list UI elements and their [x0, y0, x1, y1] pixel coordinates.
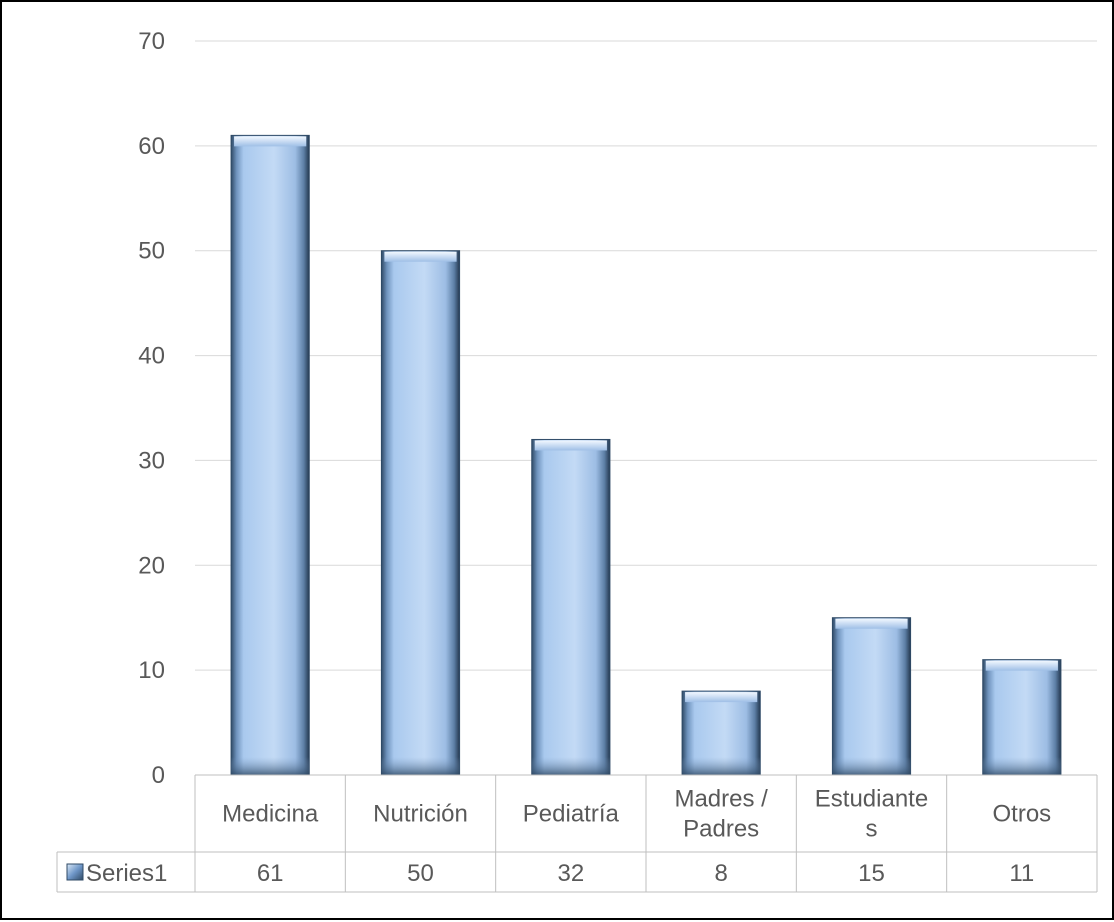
y-tick-label: 70 — [138, 28, 165, 55]
data-table-value: 11 — [1009, 860, 1034, 887]
bar — [681, 690, 761, 776]
y-tick-label: 10 — [138, 657, 165, 684]
x-category-label: Medicina — [222, 801, 319, 828]
bar-cap — [685, 692, 758, 703]
bar-cap — [534, 440, 607, 451]
bar-cap — [384, 251, 457, 262]
data-table-value: 50 — [407, 860, 434, 887]
y-tick-label: 50 — [138, 238, 165, 265]
x-category-label: Nutrición — [373, 801, 468, 828]
x-category-label: Pediatría — [523, 801, 620, 828]
y-tick-label: 60 — [138, 133, 165, 160]
gridlines — [195, 40, 1097, 671]
x-category-label-line: Pediatría — [523, 801, 620, 828]
bar — [531, 438, 611, 776]
data-table-value: 61 — [257, 860, 284, 887]
x-category-label-line: Madres / — [674, 786, 768, 813]
legend-series-name: Series1 — [86, 860, 167, 887]
bar — [380, 250, 461, 776]
bar-base-shade — [231, 757, 310, 775]
bar-body — [831, 617, 912, 776]
y-tick-label: 40 — [138, 343, 165, 370]
x-category-label: Otros — [992, 801, 1051, 828]
data-table-value: 15 — [858, 860, 885, 887]
bars — [230, 134, 1062, 776]
data-table-value: 8 — [714, 860, 727, 887]
bar-cap — [985, 660, 1058, 671]
y-tick-label: 0 — [152, 762, 165, 789]
x-category-label-line: Otros — [992, 801, 1051, 828]
x-category-label-line: Estudiante — [815, 786, 928, 813]
bar-base-shade — [982, 757, 1061, 775]
bar — [831, 617, 912, 776]
bar-base-shade — [531, 757, 610, 775]
bar-cap — [835, 618, 908, 629]
x-category-label: Madres / Padres — [674, 786, 768, 843]
x-category-label-line: Nutrición — [373, 801, 468, 828]
bar — [230, 134, 310, 776]
bar-base-shade — [832, 757, 911, 775]
bar-cap — [234, 136, 307, 147]
y-tick-label: 20 — [138, 552, 165, 579]
data-table: Medicina Nutrición Pediatría Madres / Padres… — [56, 774, 1098, 893]
x-category-label: Estudiante s — [815, 786, 928, 843]
bar-body — [380, 250, 461, 776]
bar — [982, 659, 1062, 776]
bar-body — [230, 134, 310, 776]
bar-body — [531, 438, 611, 776]
legend-key — [66, 863, 84, 881]
bar-body — [982, 659, 1062, 776]
data-table-value: 32 — [557, 860, 584, 887]
x-category-label-line: Padres — [683, 816, 759, 843]
x-category-label-line: Medicina — [222, 801, 319, 828]
bar-base-shade — [381, 757, 460, 775]
y-tick-label: 30 — [138, 447, 165, 474]
y-axis-ticks: 0 10 20 30 40 50 60 70 — [138, 28, 165, 789]
x-category-label-line: s — [866, 816, 878, 843]
bar-base-shade — [682, 757, 761, 775]
